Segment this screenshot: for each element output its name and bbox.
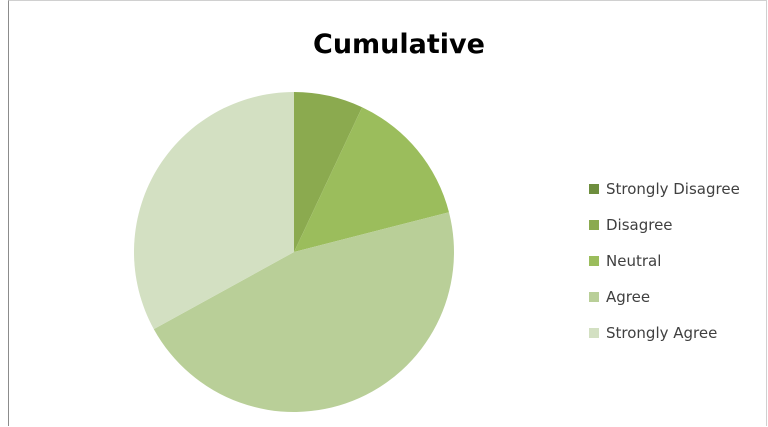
legend-item-strongly-agree: Strongly Agree: [589, 315, 740, 351]
legend-swatch: [589, 220, 599, 230]
legend-swatch: [589, 292, 599, 302]
pie-slice-disagree: [294, 92, 363, 252]
pie-slice-strongly-agree: [133, 92, 294, 330]
chart-title: Cumulative: [313, 29, 485, 60]
pie-slice-agree: [153, 212, 454, 412]
legend-swatch: [589, 184, 599, 194]
legend-swatch: [589, 256, 599, 266]
legend-label: Disagree: [606, 216, 673, 234]
pie-slice-neutral: [294, 107, 449, 252]
legend-item-strongly-disagree: Strongly Disagree: [589, 171, 740, 207]
legend-item-disagree: Disagree: [589, 207, 740, 243]
chart-legend: Strongly Disagree Disagree Neutral Agree Str…: [589, 171, 740, 351]
legend-label: Neutral: [606, 252, 662, 270]
legend-swatch: [589, 328, 599, 338]
legend-label: Agree: [606, 288, 651, 306]
legend-item-agree: Agree: [589, 279, 740, 315]
legend-label: Strongly Agree: [606, 324, 718, 342]
legend-label: Strongly Disagree: [606, 180, 740, 198]
legend-item-neutral: Neutral: [589, 243, 740, 279]
